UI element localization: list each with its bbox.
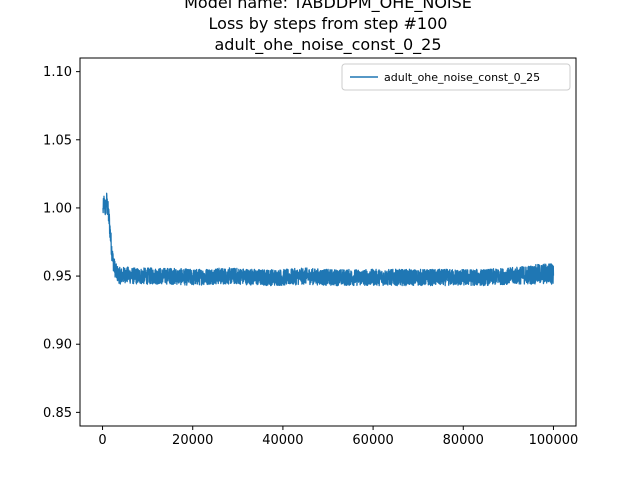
y-axis: 0.85 0.90 0.95 1.00 1.05 1.10 (43, 65, 80, 421)
x-tick-label: 100000 (529, 433, 579, 448)
y-tick-label: 1.10 (43, 65, 72, 80)
y-tick-label: 0.85 (43, 406, 72, 421)
legend-label: adult_ohe_noise_const_0_25 (384, 71, 540, 84)
x-tick-label: 60000 (352, 433, 393, 448)
x-tick-label: 40000 (262, 433, 303, 448)
legend-box (341, 63, 571, 91)
y-tick-label: 0.90 (43, 338, 72, 353)
y-tick-label: 1.05 (43, 133, 72, 148)
x-tick-label: 20000 (172, 433, 213, 448)
legend: adult_ohe_noise_const_0_25 (341, 63, 571, 91)
y-tick-label: 0.95 (43, 270, 72, 285)
series-layer (102, 192, 555, 287)
x-tick-label: 0 (98, 433, 106, 448)
title-line-3: adult_ohe_noise_const_0_25 (214, 35, 441, 55)
y-tick-label: 1.00 (43, 201, 72, 216)
title-line-2: Loss by steps from step #100 (209, 14, 448, 33)
title-line-1: Model name: TABDDPM_OHE_NOISE (184, 0, 472, 13)
series-line-1 (102, 192, 555, 287)
x-axis: 0 20000 40000 60000 80000 100000 (98, 426, 578, 448)
plot-area (79, 57, 577, 427)
x-tick-label: 80000 (443, 433, 484, 448)
axes-frame (79, 57, 577, 427)
